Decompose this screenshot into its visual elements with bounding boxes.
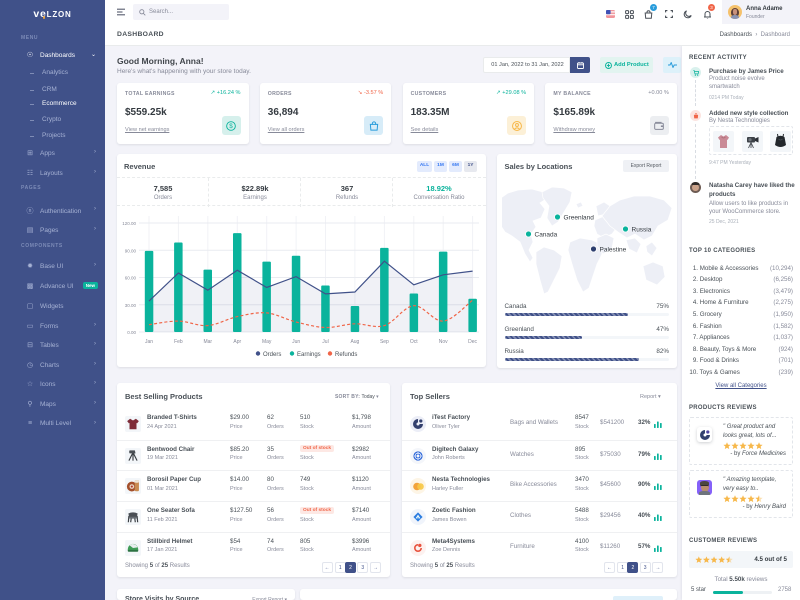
svg-text:Mar: Mar — [203, 339, 212, 345]
svg-text:Apr: Apr — [233, 339, 241, 345]
svg-text:30.00: 30.00 — [125, 303, 137, 308]
svg-text:Oct: Oct — [410, 339, 418, 345]
svg-text:Nov: Nov — [439, 339, 448, 345]
svg-text:Earnings: Earnings — [297, 352, 321, 358]
svg-text:Jun: Jun — [292, 339, 300, 345]
svg-text:Jul: Jul — [322, 339, 328, 345]
svg-text:May: May — [262, 339, 272, 345]
svg-text:Feb: Feb — [174, 339, 183, 345]
svg-text:Sep: Sep — [380, 339, 389, 345]
svg-text:Canada: Canada — [534, 232, 557, 239]
svg-text:Dec: Dec — [468, 339, 477, 345]
svg-text:Refunds: Refunds — [335, 352, 357, 358]
svg-text:Aug: Aug — [350, 339, 359, 345]
svg-text:0.00: 0.00 — [127, 330, 136, 335]
svg-text:Orders: Orders — [263, 352, 281, 358]
svg-text:90.00: 90.00 — [125, 248, 137, 253]
svg-text:Greenland: Greenland — [563, 215, 594, 222]
svg-text:Jan: Jan — [145, 339, 153, 345]
svg-text:Russia: Russia — [631, 227, 651, 234]
svg-text:60.00: 60.00 — [125, 276, 137, 281]
svg-text:$: $ — [229, 123, 233, 130]
svg-text:120.00: 120.00 — [122, 221, 136, 226]
svg-text:Palestine: Palestine — [599, 247, 626, 254]
